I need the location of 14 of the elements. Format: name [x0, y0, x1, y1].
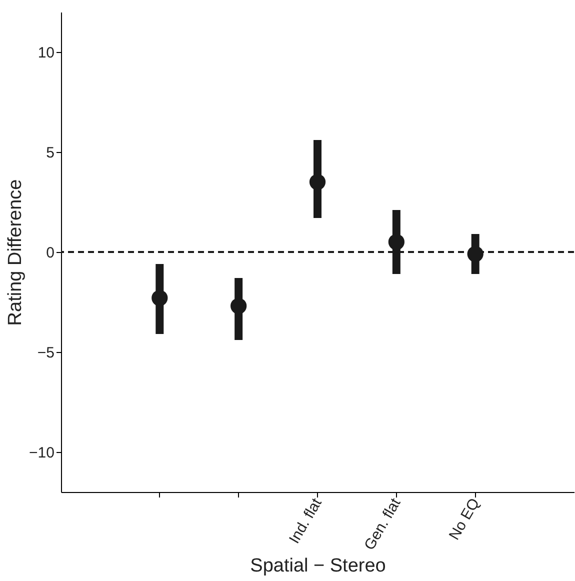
y-axis-title: Rating Difference	[5, 179, 26, 326]
point	[309, 174, 326, 190]
y-tick-label: −5	[37, 344, 54, 362]
point	[230, 298, 247, 314]
point	[388, 234, 404, 250]
x-tick-label: Ind. flat	[286, 494, 326, 547]
y-tick-label: −10	[29, 444, 54, 462]
x-axis-title: Spatial − Stereo	[250, 556, 386, 577]
y-tick-label: 5	[46, 144, 54, 162]
y-tick-label: 0	[46, 244, 54, 262]
y-tick-label: 10	[38, 44, 54, 62]
point	[467, 246, 484, 262]
x-tick-label: No EQ	[446, 496, 484, 543]
point	[152, 290, 168, 306]
